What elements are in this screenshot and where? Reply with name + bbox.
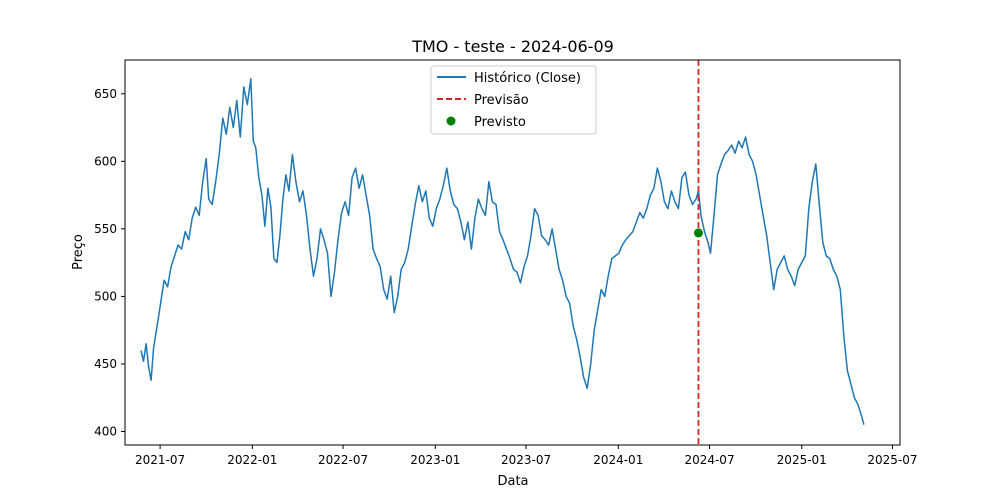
chart-title: TMO - teste - 2024-06-09 [411,37,614,56]
plot-frame [124,59,901,446]
x-tick-label: 2025-01 [777,453,827,467]
y-tick-label: 500 [94,289,117,303]
y-tick-label: 450 [94,357,117,371]
predicted-point [693,228,703,238]
legend-forecast-label: Previsão [474,93,529,108]
history-line [140,78,865,425]
x-axis-ticks: 2021-07 2022-01 2022-07 2023-01 2023-07 2024-… [135,445,918,467]
x-tick-label: 2023-07 [501,453,551,467]
legend-predicted-label: Previsto [474,115,526,130]
x-tick-label: 2023-01 [410,453,460,467]
y-tick-label: 400 [94,424,117,438]
legend: Histórico (Close) Previsão Previsto [430,65,597,135]
x-tick-label: 2024-07 [684,453,734,467]
x-tick-label: 2022-07 [318,453,368,467]
x-axis-label: Data [497,474,528,489]
y-tick-label: 600 [94,154,117,168]
y-axis-label: Preço [71,234,86,270]
x-tick-label: 2025-07 [867,453,917,467]
x-tick-label: 2021-07 [135,453,185,467]
x-tick-label: 2022-01 [227,453,277,467]
plot-area [124,59,901,446]
y-axis-ticks: 400 450 500 550 600 650 [94,87,125,438]
legend-box [430,65,597,135]
x-tick-label: 2024-01 [593,453,643,467]
legend-predicted-swatch [446,116,456,126]
y-tick-label: 550 [94,222,117,236]
y-tick-label: 650 [94,87,117,101]
legend-history-label: Histórico (Close) [474,71,581,86]
